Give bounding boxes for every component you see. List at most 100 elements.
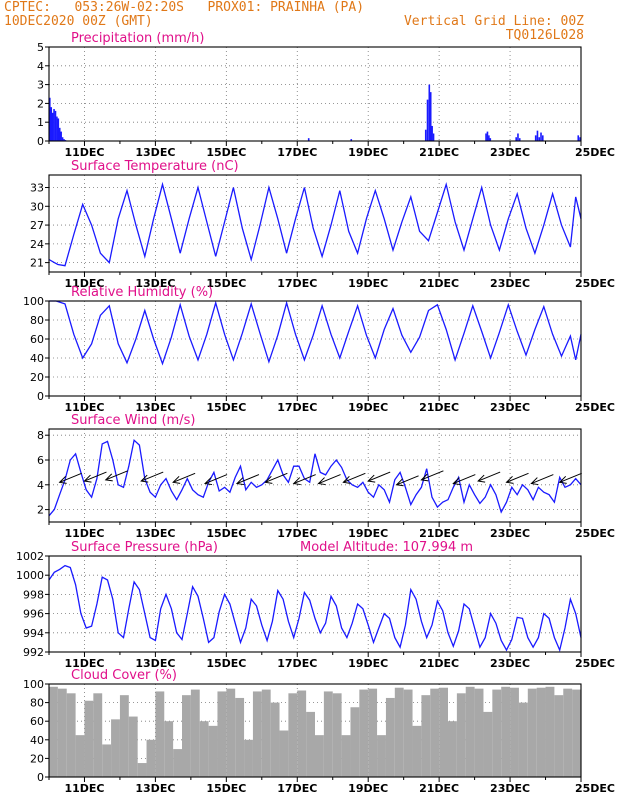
y-tick-label: 994 (23, 627, 44, 640)
x-tick-label: 13DEC (135, 782, 175, 795)
x-tick-label: 15DEC (206, 527, 246, 540)
x-tick-label: 21DEC (419, 146, 459, 159)
cloud-bar (474, 688, 484, 777)
cloud-bar (279, 730, 289, 777)
cloud-bar (217, 691, 227, 777)
cloud-bar (190, 689, 200, 777)
cloud-bar (492, 689, 502, 777)
y-tick-label: 30 (30, 200, 44, 213)
cloud-bar (102, 744, 112, 777)
cloud-bar (448, 721, 457, 777)
series-line (49, 300, 582, 366)
precip-bar (53, 109, 55, 141)
header-line2-left: 10DEC2020 00Z (GMT) (4, 14, 153, 29)
precip-bar (517, 133, 519, 141)
wind-arrow-head (342, 475, 351, 484)
y-tick-label: 20 (30, 371, 44, 384)
panel-annotation: Model Altitude: 107.994 m (300, 540, 473, 555)
x-tick-label: 19DEC (348, 782, 388, 795)
series-line (48, 181, 582, 267)
cloud-bar (456, 693, 466, 777)
x-tick-label: 23DEC (490, 657, 530, 670)
panel-frame (48, 174, 582, 273)
panel-3 (45, 428, 582, 527)
wind-arrow-head (452, 477, 461, 486)
x-tick-label: 13DEC (135, 527, 175, 540)
cloud-bar (359, 689, 369, 777)
precip-bar (485, 133, 487, 141)
cloud-bar (155, 691, 165, 777)
wind-arrow-head (235, 477, 245, 486)
cloud-bar (501, 686, 511, 777)
x-tick-label: 11DEC (64, 527, 104, 540)
cloud-bar (75, 735, 85, 777)
cloud-bar (332, 693, 342, 777)
wind-arrow-head (58, 475, 67, 484)
header-line2-right: Vertical Grid Line: 00Z (403, 14, 584, 29)
wind-arrow-head (558, 475, 567, 484)
cloud-bar (412, 725, 422, 777)
cloud-bar (554, 695, 564, 777)
x-tick-label: 19DEC (348, 657, 388, 670)
precip-bar (350, 139, 353, 141)
cloud-bar (315, 735, 324, 777)
y-tick-label: 100 (23, 295, 44, 308)
x-tick-label: 15DEC (206, 657, 246, 670)
wind-arrow-head (203, 477, 213, 486)
cloud-bar (572, 689, 581, 777)
cloud-bar (261, 689, 271, 777)
y-tick-label: 0 (37, 135, 44, 148)
precip-bar (50, 107, 53, 141)
header-line3-right: TQ0126L028 (505, 28, 584, 43)
wind-arrow-head (477, 474, 486, 483)
x-tick-label: 13DEC (135, 146, 175, 159)
y-tick-label: 998 (23, 588, 44, 601)
precip-bar (56, 116, 58, 141)
y-tick-label: 1 (37, 116, 44, 129)
wind-arrow (141, 471, 164, 482)
wind-arrow (531, 474, 554, 485)
cloud-bar (128, 716, 138, 777)
cloud-bar (297, 690, 307, 777)
x-tick-label: 25DEC (575, 277, 615, 290)
wind-arrow (236, 474, 260, 485)
y-tick-label: 40 (30, 352, 44, 365)
panel-title: Surface Wind (m/s) (71, 413, 195, 428)
x-tick-label: 17DEC (277, 146, 317, 159)
precip-bar (61, 137, 64, 141)
x-tick-label: 13DEC (135, 401, 175, 414)
y-tick-label: 100 (23, 678, 44, 691)
x-tick-label: 21DEC (419, 527, 459, 540)
panel-frame (48, 300, 582, 397)
cloud-bar (536, 687, 546, 777)
wind-arrow (318, 474, 341, 485)
panel-4 (45, 555, 582, 657)
x-tick-label: 11DEC (64, 782, 104, 795)
cloud-bar (545, 686, 555, 777)
precip-bar (58, 127, 61, 141)
wind-arrow (421, 470, 444, 481)
panel-frame (48, 46, 582, 142)
cloud-bar (270, 702, 280, 777)
wind-arrow (506, 472, 529, 483)
cloud-bar (252, 691, 262, 777)
cloud-bar (306, 711, 315, 777)
wind-arrow (396, 475, 419, 486)
cloud-bar (385, 697, 395, 777)
cloud-bar (288, 693, 298, 777)
y-tick-label: 20 (30, 752, 44, 765)
cloud-bar (563, 688, 573, 777)
wind-arrow-head (367, 474, 376, 483)
wind-arrow-head (317, 477, 326, 486)
precip-bar (577, 135, 580, 141)
wind-arrow-head (395, 478, 404, 487)
wind-arrow (204, 474, 228, 485)
cloud-bar (173, 749, 182, 777)
cloud-bar (66, 693, 76, 777)
series-line (48, 564, 582, 653)
cloud-bar (421, 695, 431, 777)
cloud-bar (430, 688, 440, 777)
x-tick-label: 15DEC (206, 401, 246, 414)
wind-arrow-head (530, 477, 539, 486)
cloud-bar (235, 697, 245, 777)
